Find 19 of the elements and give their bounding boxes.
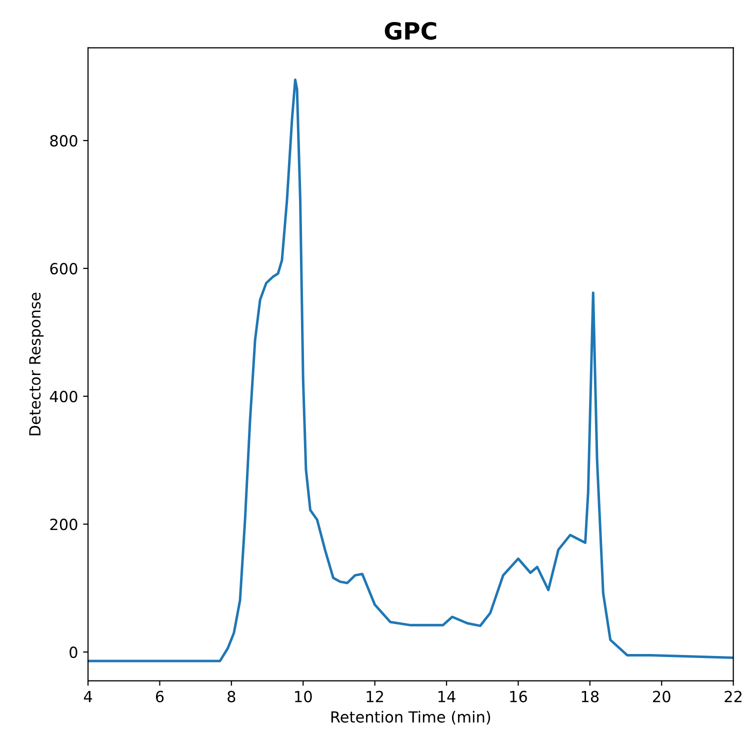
y-tick-label: 800: [50, 135, 78, 147]
x-axis-title: Retention Time (min): [331, 710, 490, 724]
x-tick-label: 22: [724, 690, 742, 702]
x-tick-label: 4: [84, 690, 92, 702]
y-tick-label: 400: [50, 390, 78, 402]
x-tick-label: 14: [438, 690, 456, 702]
x-tick-label: 20: [653, 690, 670, 702]
y-tick-label: 0: [70, 646, 78, 658]
x-tick-label: 18: [582, 690, 599, 702]
y-tick-label: 600: [50, 262, 78, 274]
x-tick-label: 10: [295, 690, 312, 702]
x-tick-label: 16: [510, 690, 527, 702]
line-series: [88, 78, 734, 662]
x-tick-label: 6: [156, 690, 164, 702]
x-tick-label: 12: [366, 690, 384, 702]
y-axis-title: Detector Response: [29, 292, 44, 436]
y-tick-label: 200: [50, 518, 78, 530]
x-tick-label: 8: [228, 690, 236, 702]
chart-title: GPC: [384, 22, 436, 40]
